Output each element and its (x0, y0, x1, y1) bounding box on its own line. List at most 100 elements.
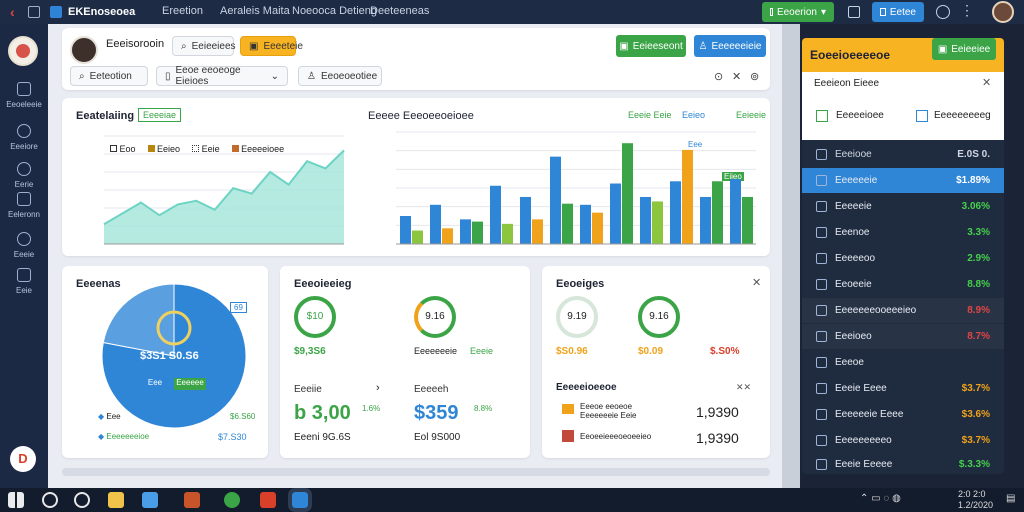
sidebar-item-6[interactable]: Eeie (0, 268, 48, 295)
notes-icon[interactable] (848, 6, 860, 18)
sidebar-item-1[interactable]: Eeoeleeie (0, 82, 48, 109)
pie-slice (102, 283, 175, 357)
back-icon[interactable]: ‹ (10, 4, 15, 20)
summary-card: Eeeenas $3S1 S0.S6 Eee Eeeeee 69 ◆ Eee ◆… (62, 266, 268, 458)
task-view-icon[interactable] (74, 492, 90, 508)
office-icon[interactable] (260, 492, 276, 508)
blue-header-button[interactable]: ♙ Eeeeeeieie (694, 35, 766, 57)
pill-a[interactable]: ⌕ Eeieeiees (172, 36, 236, 56)
right-panel-row[interactable]: Eeoeeie 8.8% (802, 272, 1004, 297)
row-icon (816, 459, 827, 470)
row-label: Eeeeeeie (835, 175, 878, 186)
menu-icon[interactable]: ⋮ (960, 2, 974, 18)
tab-2[interactable]: Eeeeeeeeeg (934, 110, 991, 121)
row-1-value: 1,9390 (696, 404, 739, 420)
sidebar-item-2[interactable]: Eeeiore (0, 124, 48, 151)
bar (652, 201, 663, 244)
dial-1: $10 (294, 296, 336, 338)
right-panel-row[interactable]: Eeeoe (802, 350, 1004, 375)
row-icon (816, 383, 827, 394)
window-icon[interactable] (28, 6, 40, 18)
pill-b-active[interactable]: ▣ Eeeeteie (240, 36, 303, 56)
search-icon[interactable] (42, 492, 58, 508)
green-header-button[interactable]: ▣ Eeieeseont (616, 35, 686, 57)
chart1-title: Eeatelaiing (76, 110, 135, 122)
media-icon[interactable] (184, 492, 200, 508)
cloud-icon (17, 232, 31, 246)
right-panel-row[interactable]: Eeeeeie 3.06% (802, 194, 1004, 219)
row-2-label: Eeoeeieeeoeoeeieo (580, 432, 652, 441)
right-panel-button[interactable]: ▣ Eeieeiee (932, 38, 996, 60)
close-icon[interactable]: ✕ (752, 277, 762, 289)
avatar[interactable] (992, 1, 1014, 23)
start-icon[interactable] (8, 492, 24, 508)
right-panel: Eoeeioeeeeoe ▣ Eeieeiee Eeeieon Eieee ✕ E… (802, 38, 1004, 474)
sub-left-big: b 3,00 (294, 402, 351, 424)
browser-icon[interactable] (224, 492, 240, 508)
clock-icon (17, 124, 31, 138)
sidebar-item-3[interactable]: Eerie (0, 162, 48, 189)
horizontal-scrollbar[interactable] (62, 468, 770, 476)
bar-chart (396, 131, 756, 245)
close-icon[interactable]: ✕✕ (736, 382, 752, 392)
row-label: Eeeoe (835, 357, 864, 368)
right-panel-row[interactable]: Eeeeeeeeeo $3.7% (802, 428, 1004, 453)
tab-1[interactable]: Eeeeeioee (836, 110, 884, 121)
blue-action-button[interactable]: Eetee (872, 2, 924, 22)
right-panel-row[interactable]: Eeeeeeie $1.89% (802, 168, 1004, 193)
row-value: 2.9% (967, 253, 990, 264)
pie-callout: 69 (230, 302, 247, 313)
row-icon (816, 149, 827, 160)
row-icon (816, 279, 827, 290)
green-dropdown-button[interactable]: Eeoerion ▾ (762, 2, 834, 22)
filter-3[interactable]: ♙ Eeoeoeotiee (298, 66, 382, 86)
sub-right-pct: 8.8% (474, 404, 493, 413)
photos-icon[interactable] (142, 492, 158, 508)
sub-right-label: Eeeeeh (414, 384, 449, 395)
logo-avatar (8, 36, 38, 66)
help-icon[interactable]: ⊙ (714, 71, 724, 83)
right-panel-row[interactable]: Eeeeeeie Eeee $3.6% (802, 402, 1004, 427)
nav-item-4[interactable]: Deeteeneas (370, 5, 430, 17)
tray-icons[interactable]: ⌃ ▭ ◌ ◍ (860, 493, 901, 504)
bar (550, 156, 561, 244)
chart2-callout2: Eiieo (722, 172, 744, 181)
user-initial-badge[interactable]: D (10, 446, 36, 472)
save-icon: ▣ (619, 40, 629, 52)
vertical-scrollbar[interactable] (782, 24, 800, 488)
close-icon[interactable]: ✕ (982, 77, 992, 89)
settings-icon[interactable]: ⊚ (750, 71, 760, 83)
legend-value-1: $6.S60 (230, 412, 256, 421)
bar (700, 196, 711, 244)
dial-title: Eeeoieeieg (294, 278, 352, 290)
nav-item-1[interactable]: Ereetion (162, 5, 203, 17)
right-panel-row[interactable]: Eeeie Eeeee $.3.3% (802, 452, 1004, 474)
nav-item-3[interactable]: Noeooca Detieng (292, 5, 378, 17)
nav-item-2[interactable]: Aeraleis Maita (220, 5, 290, 17)
filter-2[interactable]: ▯ Eeoe eeoeoge Eieioes ⌄ (156, 65, 288, 87)
clock-date[interactable]: 1.2/2020 (958, 500, 994, 510)
sidebar-item-5[interactable]: Eeeie (0, 232, 48, 259)
dashboard-app-icon[interactable] (288, 488, 312, 512)
notifications-icon[interactable]: ▤ (1006, 493, 1016, 504)
chevron-right-icon[interactable]: › (376, 382, 380, 394)
legend-item: Eoo (110, 144, 136, 154)
filter-1[interactable]: ⌕ Eeteotion (70, 66, 148, 86)
right-panel-row[interactable]: Eeeie Eeee $3.7% (802, 376, 1004, 401)
right-panel-row[interactable]: Eeeiooe E.0S 0. (802, 142, 1004, 167)
sub-left-foot: Eeeni 9G.6S (294, 432, 351, 443)
right-panel-row[interactable]: Eeenoe 3.3% (802, 220, 1004, 245)
folder-icon[interactable] (108, 492, 124, 508)
chart2-callout1: Eee (688, 140, 703, 149)
right-panel-row[interactable]: Eeeeeeeooeeeieo 8.9% (802, 298, 1004, 323)
sidebar-item-4[interactable]: Eeleronn (0, 192, 48, 219)
row-value: 8.8% (967, 279, 990, 290)
right-panel-row[interactable]: Eeeioeo 8.7% (802, 324, 1004, 349)
bar (490, 185, 501, 244)
metrics-section: Eeeeeioeeoe (556, 382, 617, 393)
right-panel-row[interactable]: Eeeeeoo 2.9% (802, 246, 1004, 271)
sub-right-foot: Eol 9S000 (414, 432, 461, 443)
tools-icon[interactable]: ✕ (732, 71, 742, 83)
clock-time[interactable]: 2:0 2:0 (958, 489, 986, 499)
gear-icon[interactable] (936, 5, 950, 19)
